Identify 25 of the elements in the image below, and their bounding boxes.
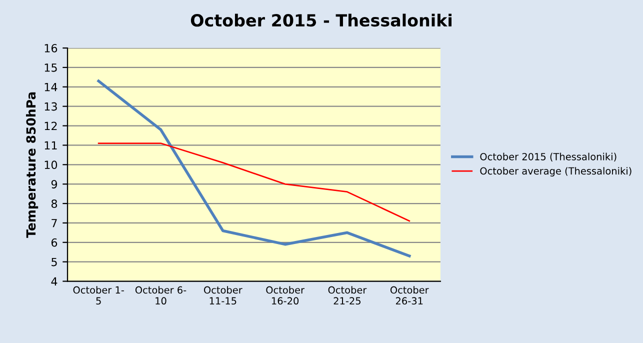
y-tick-label: 10	[44, 160, 58, 170]
x-tick-label: October 1- 5	[73, 286, 124, 305]
y-tick-label: 11	[44, 141, 57, 150]
chart-title: October 2015 - Thessaloniki	[190, 14, 452, 27]
x-tick-label: October 11-15	[204, 286, 242, 305]
x-tick-label: October 16-20	[266, 286, 305, 305]
x-tick-label: October 6- 10	[135, 286, 186, 305]
legend-label: October 2015 (Thessaloniki)	[480, 152, 616, 162]
line-series	[97, 80, 411, 258]
y-tick-label: 9	[51, 180, 58, 188]
legend-label: October average (Thessaloniki)	[480, 167, 632, 176]
y-tick-label: 7	[52, 219, 57, 228]
x-tick-label: October 21-25	[328, 286, 367, 305]
y-tick-label: 5	[52, 258, 57, 266]
line-series	[98, 142, 410, 222]
y-tick-label: 13	[44, 102, 57, 111]
y-tick-label: 15	[44, 64, 57, 72]
y-axis-title: Temperature 850hPa	[26, 92, 38, 238]
y-tick-label: 8	[51, 199, 58, 208]
y-tick-label: 14	[44, 83, 58, 92]
y-tick-label: 6	[52, 238, 58, 247]
x-tick-label: October 26-31	[390, 286, 429, 305]
y-tick-label: 12	[44, 122, 57, 130]
y-tick-label: 16	[44, 44, 58, 52]
y-tick-label: 4	[51, 277, 58, 286]
